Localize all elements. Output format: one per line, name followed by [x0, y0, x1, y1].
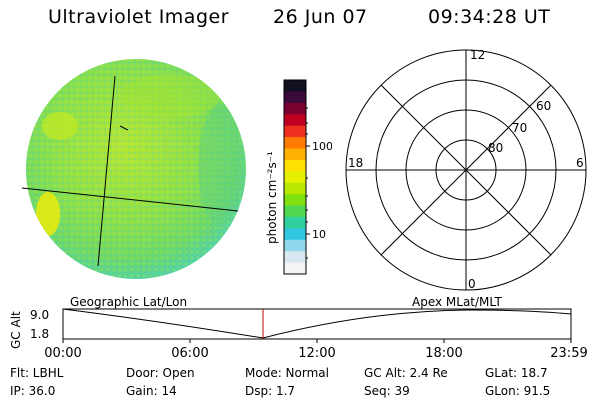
color-scale-bar: 100 10 photon cm⁻²s⁻¹ — [262, 78, 333, 278]
colorbar-unit-label: photon cm⁻²s⁻¹ — [265, 151, 279, 244]
colorbar-cell — [284, 182, 306, 195]
colorbar-cell — [284, 194, 306, 207]
status-door: Door: Open — [126, 366, 195, 380]
colorbar-cell — [284, 102, 306, 115]
altitude-curve — [62, 308, 572, 339]
colorbar-tick-100: 100 — [312, 140, 332, 153]
geographic-label: Geographic Lat/Lon — [70, 295, 188, 309]
colorbar-cell — [284, 91, 306, 104]
timeline-frame — [62, 308, 572, 340]
alt-tick-1.8: 1.8 — [30, 327, 49, 341]
colorbar-cell — [284, 137, 306, 149]
uv-disk-image — [20, 56, 250, 282]
time-tick-1800: 18:00 — [425, 346, 463, 361]
image-time: 09:34:28 UT — [428, 6, 551, 28]
ring-label-60: 60 — [536, 99, 551, 113]
altitude-timeline: GC Alt 9.0 1.8 — [8, 303, 598, 361]
colorbar-cell — [284, 216, 306, 229]
status-gain: Gain: 14 — [126, 384, 177, 398]
time-tick-2359: 23:59 — [550, 346, 588, 361]
colorbar-cell — [284, 251, 306, 264]
mlt-label-18: 18 — [348, 156, 363, 170]
colorbar-cell — [284, 228, 306, 241]
colorbar-cell — [284, 262, 306, 275]
colorbar-cell — [284, 125, 306, 138]
image-title: Ultraviolet Imager — [48, 6, 230, 28]
colorbar-cell — [284, 239, 306, 252]
apex-label: Apex MLat/MLT — [412, 295, 502, 309]
alt-tick-9: 9.0 — [30, 308, 49, 322]
mlt-label-12: 12 — [470, 48, 485, 62]
time-tick-0000: 00:00 — [44, 346, 82, 361]
time-tick-0600: 06:00 — [171, 346, 209, 361]
colorbar-cell — [284, 114, 306, 127]
mlt-label-6: 6 — [576, 156, 584, 170]
status-filter: Flt: LBHL — [10, 366, 64, 380]
status-glon: GLon: 91.5 — [485, 384, 551, 398]
status-seq: Seq: 39 — [364, 384, 410, 398]
image-date: 26 Jun 07 — [273, 6, 368, 28]
colorbar-tick-10: 10 — [312, 228, 326, 241]
polar-diagonal-2 — [380, 84, 552, 256]
colorbar-cell — [284, 148, 306, 161]
colorbar-cell — [284, 171, 306, 184]
status-gc-alt: GC Alt: 2.4 Re — [364, 366, 448, 380]
status-dsp: Dsp: 1.7 — [245, 384, 296, 398]
disk-limb-bright — [36, 192, 60, 236]
mlt-label-0: 0 — [468, 277, 476, 291]
status-mode: Mode: Normal — [245, 366, 329, 380]
polar-grid: 12 0 18 6 60 70 80 — [338, 46, 590, 294]
ring-label-80: 80 — [488, 141, 503, 155]
status-glat: GLat: 18.7 — [485, 366, 548, 380]
gc-alt-axis-title: GC Alt — [9, 311, 23, 349]
ring-label-70: 70 — [512, 121, 527, 135]
colorbar-cell — [284, 80, 306, 92]
latitude-line — [21, 187, 239, 212]
colorbar-cell — [284, 159, 306, 172]
time-tick-1200: 12:00 — [298, 346, 336, 361]
longitude-line — [97, 75, 116, 267]
colorbar-cell — [284, 205, 306, 218]
status-ip: IP: 36.0 — [10, 384, 56, 398]
